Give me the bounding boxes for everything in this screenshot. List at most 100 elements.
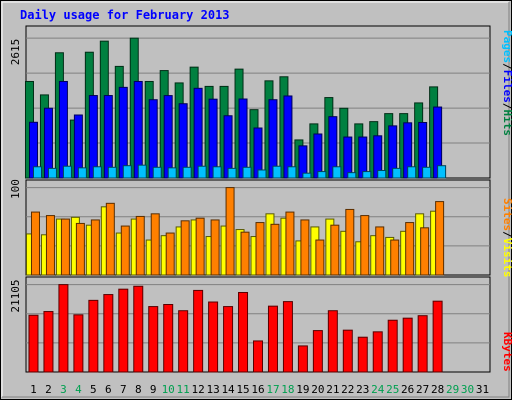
legend-files: Files: [501, 70, 512, 103]
legend-visits: Visits: [501, 238, 512, 278]
bar-visits-day-7: [120, 225, 130, 276]
bar-kbytes-day-8: [133, 285, 144, 373]
bar-pages-day-15: [242, 166, 252, 179]
bar-files-day-18: [283, 95, 293, 179]
x-tick-label: 9: [150, 383, 157, 396]
bot-max-label: 21105: [9, 279, 22, 312]
bar-pages-day-1: [32, 166, 42, 179]
bar-visits-day-26: [405, 222, 415, 276]
bar-files-day-13: [208, 98, 218, 179]
x-tick-label: 8: [135, 383, 142, 396]
bar-pages-day-3: [62, 165, 72, 179]
bar-pages-day-19: [302, 172, 312, 179]
legend-sep-2: /: [501, 103, 512, 110]
bar-kbytes-day-19: [297, 345, 308, 373]
x-tick-label: 11: [177, 383, 190, 396]
x-tick-label: 3: [60, 383, 67, 396]
x-tick-label: 12: [192, 383, 205, 396]
bar-visits-day-19: [300, 219, 310, 276]
x-tick-label: 21: [326, 383, 339, 396]
bar-kbytes-day-13: [208, 301, 219, 373]
bar-pages-day-4: [77, 167, 87, 179]
bar-visits-day-25: [390, 239, 400, 276]
bar-visits-day-11: [180, 220, 190, 276]
bar-visits-day-9: [150, 213, 160, 276]
bar-kbytes-day-7: [118, 288, 129, 373]
bar-kbytes-day-6: [103, 294, 114, 373]
bar-visits-day-15: [240, 231, 250, 276]
bar-pages-day-17: [272, 165, 282, 179]
bar-pages-day-6: [107, 166, 117, 179]
bar-kbytes-day-15: [238, 291, 249, 373]
bar-visits-day-12: [195, 217, 205, 276]
bar-kbytes-day-10: [163, 303, 174, 373]
bar-visits-day-6: [105, 202, 115, 276]
bar-pages-day-7: [122, 165, 132, 179]
x-tick-label: 17: [266, 383, 279, 396]
x-tick-label: 18: [281, 383, 294, 396]
x-tick-label: 25: [386, 383, 399, 396]
bar-visits-day-3: [60, 218, 70, 276]
x-tick-label: 26: [401, 383, 414, 396]
bar-kbytes-day-4: [73, 314, 84, 373]
bar-kbytes-day-3: [58, 284, 69, 373]
bar-visits-day-28: [435, 201, 445, 276]
bar-kbytes-day-9: [148, 306, 159, 373]
bar-visits-day-14: [225, 187, 235, 276]
chart-title: Daily usage for February 2013: [20, 8, 230, 22]
bar-files-day-8: [133, 80, 143, 179]
bar-visits-day-8: [135, 215, 145, 276]
legend-sites: Sites: [501, 198, 512, 231]
bar-kbytes-day-28: [432, 300, 443, 373]
x-tick-label: 31: [476, 383, 489, 396]
bar-files-day-22: [343, 136, 353, 179]
bar-files-day-2: [43, 107, 53, 179]
bar-visits-day-10: [165, 232, 175, 276]
bar-visits-day-22: [345, 208, 355, 276]
legend-sep-3: /: [501, 231, 512, 238]
bar-kbytes-day-12: [193, 289, 204, 373]
bar-visits-day-21: [330, 224, 340, 276]
bar-pages-day-20: [317, 171, 327, 179]
x-tick-label: 14: [221, 383, 235, 396]
bar-kbytes-day-5: [88, 299, 99, 373]
legend-sep-1: /: [501, 63, 512, 70]
legend-pages: Pages: [501, 30, 512, 63]
legend-hits: Hits: [501, 110, 512, 137]
x-tick-label: 19: [296, 383, 309, 396]
bar-files-day-7: [118, 86, 128, 179]
x-tick-label: 22: [341, 383, 354, 396]
bar-visits-day-18: [285, 211, 295, 276]
bar-kbytes-day-26: [402, 317, 413, 373]
bar-visits-day-17: [270, 223, 280, 276]
bar-pages-day-10: [167, 167, 177, 179]
x-tick-label: 2: [45, 383, 52, 396]
bar-pages-day-24: [377, 170, 387, 179]
x-tick-label: 7: [120, 383, 127, 396]
bar-pages-day-16: [257, 169, 267, 179]
x-tick-label: 5: [90, 383, 97, 396]
bar-files-day-5: [88, 95, 98, 179]
x-tick-label: 6: [105, 383, 112, 396]
x-tick-label: 29: [446, 383, 459, 396]
bar-visits-day-2: [45, 215, 55, 276]
bar-pages-day-26: [407, 166, 417, 179]
bar-pages-day-13: [212, 166, 222, 179]
bar-visits-day-16: [255, 222, 265, 276]
bar-visits-day-20: [315, 239, 325, 276]
bar-kbytes-day-14: [223, 306, 234, 373]
bar-pages-day-27: [422, 166, 432, 179]
bar-files-day-6: [103, 95, 113, 179]
bar-visits-day-24: [375, 226, 385, 276]
bar-kbytes-day-18: [282, 301, 293, 373]
bar-kbytes-day-24: [372, 331, 383, 373]
bar-kbytes-day-21: [327, 310, 338, 373]
bot-legend: KBytes: [501, 332, 512, 372]
bar-pages-day-23: [362, 171, 372, 179]
x-tick-label: 23: [356, 383, 369, 396]
bar-pages-day-22: [347, 172, 357, 179]
bar-files-day-9: [148, 99, 158, 179]
bar-files-day-15: [238, 98, 248, 179]
mid-legend: Sites/Visits: [501, 198, 512, 278]
bar-visits-day-13: [210, 219, 220, 276]
